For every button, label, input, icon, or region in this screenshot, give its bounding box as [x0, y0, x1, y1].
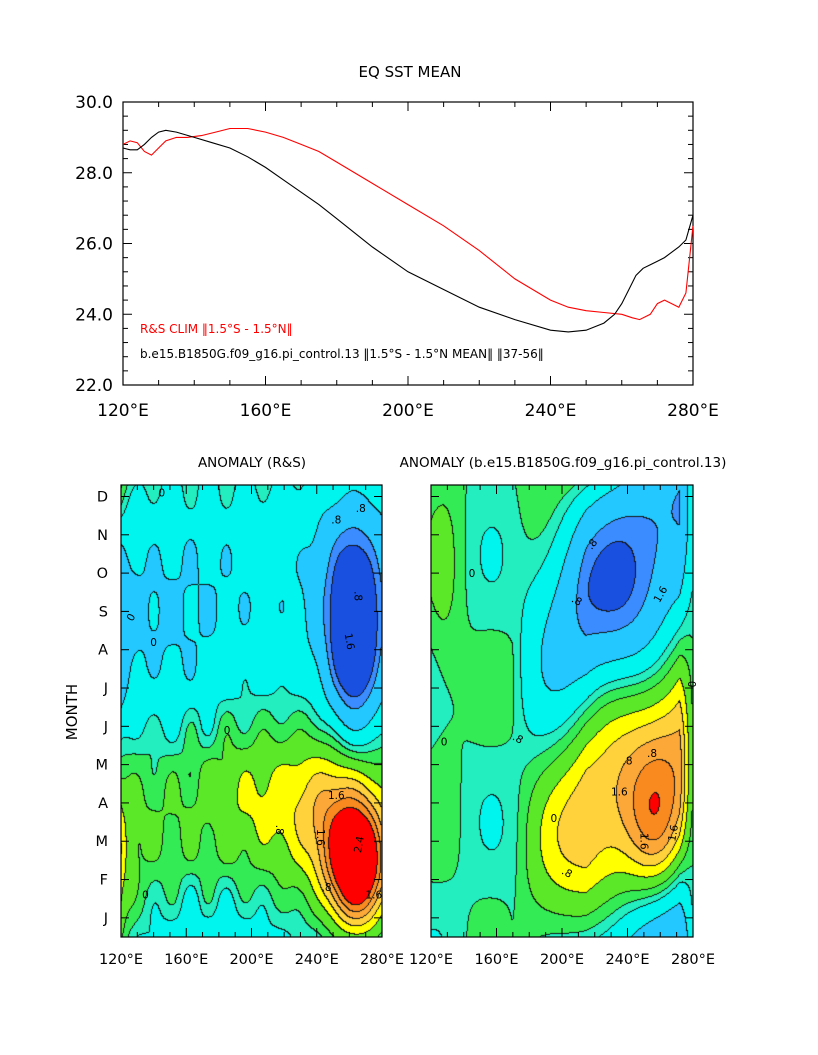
month-tick-label: A [98, 643, 108, 659]
x-tick-label: 280°E [671, 952, 715, 968]
x-tick-label: 200°E [229, 952, 273, 968]
contour-label: 0 [125, 612, 139, 624]
panel-right-ticks: 120°E 160°E 200°E 240°E 280°E [409, 485, 715, 968]
legend-entry-rs-clim: R&S CLIM ‖1.5°S - 1.5°N‖ [140, 322, 293, 336]
contour-label: .8 [273, 825, 285, 835]
legend-entry-model: b.e15.B1850G.f09_g16.pi_control.13 ‖1.5°… [140, 347, 544, 361]
line-chart-legend: R&S CLIM ‖1.5°S - 1.5°N‖ b.e15.B1850G.f0… [140, 322, 544, 361]
contour-label: 1.6 [611, 786, 628, 798]
contour-label: 1.6 [328, 790, 345, 802]
x-tick-label: 160°E [474, 952, 518, 968]
x-tick-label: 120°E [99, 952, 143, 968]
line-chart-y-tick-labels: 22.0 24.0 26.0 28.0 30.0 [75, 93, 113, 396]
contour-label: 1.6 [365, 890, 382, 902]
panel-left-field [121, 485, 382, 937]
month-tick-label: D [97, 489, 108, 505]
x-tick-label: 240°E [525, 401, 577, 421]
month-tick-label: M [95, 758, 108, 774]
line-chart-series [122, 127, 694, 333]
month-axis-label: MONTH [63, 684, 81, 740]
month-tick-label: A [98, 796, 108, 812]
x-tick-label: 160°E [240, 401, 292, 421]
panel-right-field [431, 485, 693, 937]
panel-left-contour-labels: 0 0 0 0 .8 .8 1.6 1.6 .8 .8 1.6 2.4 1.6 .8 0 [125, 487, 383, 901]
line-chart-frame [122, 101, 694, 386]
x-tick-label: 200°E [382, 401, 434, 421]
month-tick-label: O [97, 566, 108, 582]
month-tick-label: J [103, 911, 108, 927]
contour-label: .8 [356, 503, 366, 515]
panel-right-title: ANOMALY (b.e15.B1850G.f09_g16.pi_control… [400, 455, 727, 471]
x-tick-label: 120°E [409, 952, 453, 968]
contour-label: 0 [441, 736, 448, 748]
line-chart: EQ SST MEAN 22.0 24.0 26.0 28.0 30.0 120°E 16… [75, 63, 719, 421]
x-tick-label: 280°E [360, 952, 404, 968]
panel-right: 120°E 160°E 200°E 240°E 280°E 00.81.6.80.8.8… [409, 484, 715, 968]
contour-label: 2.4 [352, 835, 367, 854]
month-tick-label: N [97, 528, 108, 544]
x-tick-label: 280°E [667, 401, 719, 421]
month-tick-label: S [99, 604, 108, 620]
contour-label: .8 [622, 756, 632, 768]
contour-label: 0 [150, 637, 157, 649]
contour-label: .8 [322, 882, 332, 894]
contour-label: 0 [685, 681, 697, 688]
contour-label: 1.6 [342, 632, 357, 651]
x-tick-label: 240°E [295, 952, 339, 968]
month-tick-label: F [100, 873, 108, 889]
x-tick-label: 240°E [605, 952, 649, 968]
y-tick-label: 22.0 [75, 376, 113, 396]
contour-label: 0 [158, 487, 165, 499]
y-tick-label: 24.0 [75, 305, 113, 325]
series-line-1 [122, 129, 694, 333]
contour-label: 0 [550, 813, 557, 825]
line-chart-title: EQ SST MEAN [359, 63, 462, 81]
contour-label: 1.6 [638, 833, 650, 850]
series-line-0 [122, 127, 694, 321]
panel-left-ticks: 120°E 160°E 200°E 240°E 280°E J F M A M J J A S O N D [95, 485, 404, 968]
x-tick-label: 200°E [540, 952, 584, 968]
contour-label: 1.6 [314, 829, 326, 846]
x-tick-label: 120°E [97, 401, 149, 421]
y-tick-label: 26.0 [75, 235, 113, 255]
line-chart-x-tick-labels: 120°E 160°E 200°E 240°E 280°E [97, 401, 719, 421]
contour-label: 0 [469, 568, 476, 580]
month-tick-label: M [95, 834, 108, 850]
panel-left-title: ANOMALY (R&S) [198, 455, 306, 471]
line-chart-ticks [122, 101, 694, 386]
month-tick-label: J [103, 719, 108, 735]
y-tick-label: 30.0 [75, 93, 113, 113]
contour-label: 0 [224, 725, 231, 737]
contour-label: .8 [331, 514, 341, 526]
contour-label: 0 [142, 890, 149, 902]
contour-label: 1.6 [666, 823, 681, 842]
panel-right-contour-labels: 00.81.6.80.8.81.6.8 1.61.6.80 [441, 537, 697, 881]
x-tick-label: 160°E [164, 952, 208, 968]
contour-label: .8 [647, 748, 657, 760]
contour-label: .8 [351, 591, 363, 601]
month-tick-label: J [103, 681, 108, 697]
y-tick-label: 28.0 [75, 164, 113, 184]
